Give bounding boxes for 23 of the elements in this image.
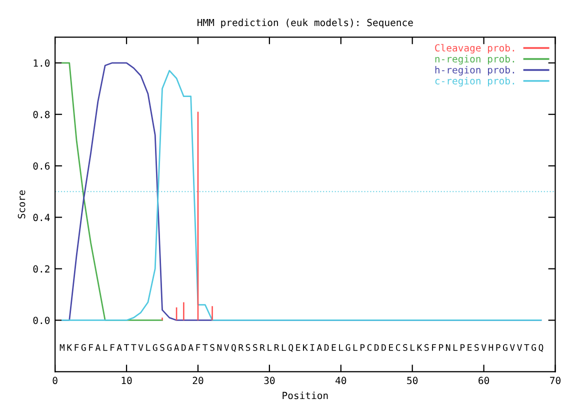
chart-title: HMM prediction (euk models): Sequence xyxy=(198,18,413,28)
x-tick-label: 40 xyxy=(336,376,346,384)
x-axis-title: Position xyxy=(282,392,328,400)
y-axis-title: Score xyxy=(18,190,26,218)
x-tick-label: 50 xyxy=(407,376,418,384)
legend-label: n-region prob. xyxy=(435,55,514,64)
legend-label: Cleavage prob. xyxy=(435,44,514,54)
line-series xyxy=(62,62,163,321)
y-tick-label: 0.8 xyxy=(33,110,50,118)
x-tick-label: 10 xyxy=(122,376,132,384)
x-tick-label: 70 xyxy=(550,376,560,384)
x-tick-label: 20 xyxy=(192,376,204,384)
x-tick-label: 30 xyxy=(264,376,275,384)
legend-label: h-region prob. xyxy=(435,66,514,76)
legend-label: c-region prob. xyxy=(435,76,514,86)
text: MKFGFALFATTVLGSGADAFTSNVQRSSRLRLQEKIADELGLPCDDECSLKSFPNLPESVHPGVVTGQ xyxy=(60,344,544,352)
y-tick-label: 1.0 xyxy=(34,59,50,67)
y-tick-label: 0.0 xyxy=(33,316,50,324)
y-tick-label: 0.2 xyxy=(33,265,50,273)
x-tick-label: 0 xyxy=(52,376,58,384)
x-tick-label: 60 xyxy=(478,376,490,384)
y-tick-label: 0.6 xyxy=(33,162,50,170)
y-tick-label: 0.4 xyxy=(33,214,50,222)
